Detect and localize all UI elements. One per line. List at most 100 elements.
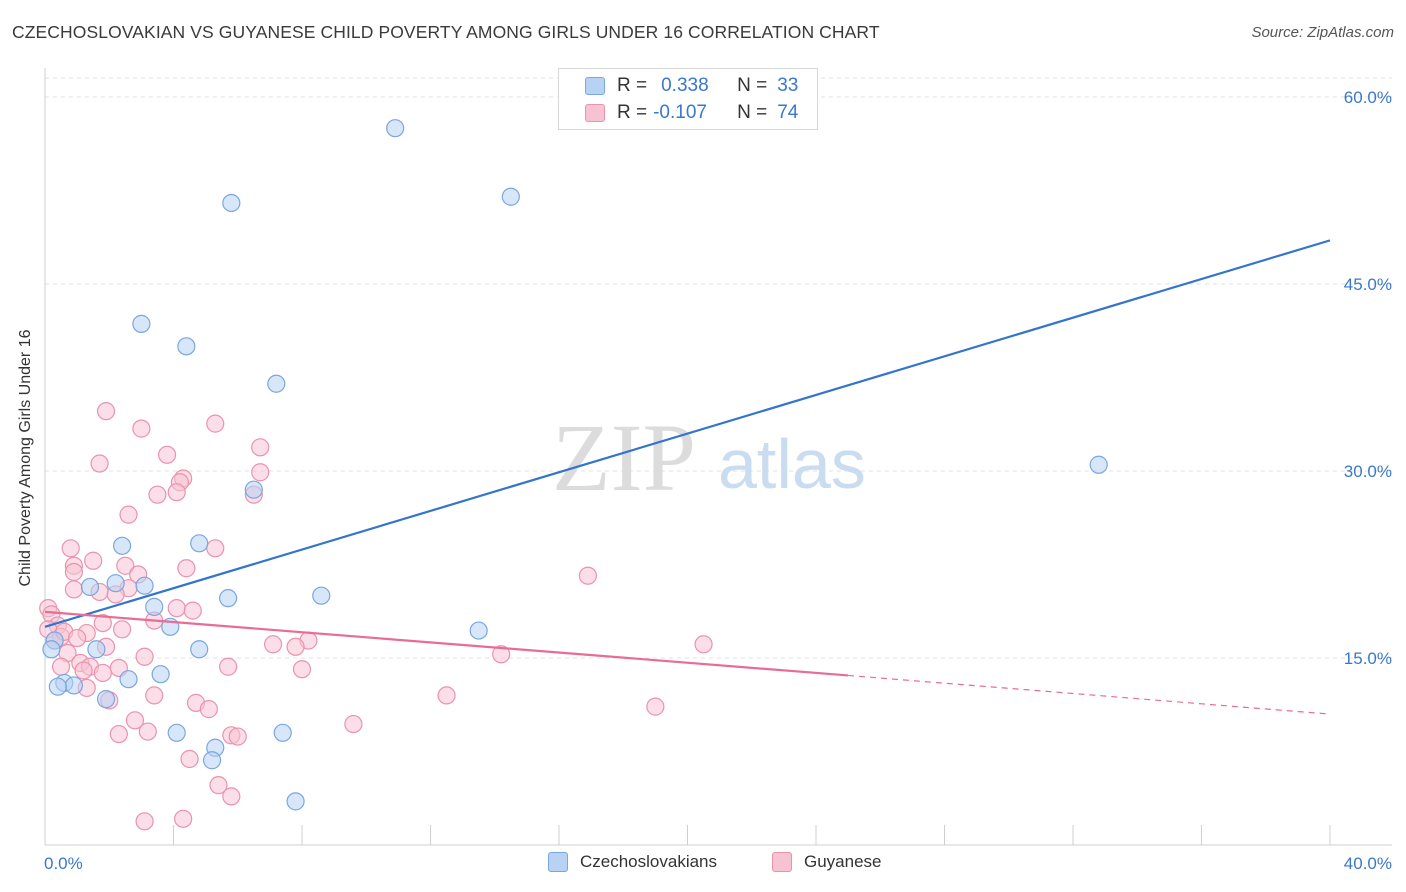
czechoslovakian-point (1089, 455, 1108, 474)
guyanese-point (646, 697, 665, 716)
guyanese-point (183, 601, 202, 620)
n-value: 74 (777, 102, 799, 123)
czechoslovakian-point (119, 670, 138, 689)
guyanese-point (492, 645, 511, 664)
n-value: 33 (777, 75, 799, 96)
legend-label: Guyanese (804, 852, 882, 871)
czechoslovakian-point (222, 193, 241, 213)
r-label: R = (617, 102, 648, 123)
source-label: Source: ZipAtlas.com (1251, 24, 1394, 41)
y-tick-label: 45.0% (1344, 275, 1392, 294)
guyanese-point (206, 414, 225, 433)
guyanese-point (251, 438, 270, 457)
r-value: 0.338 (661, 75, 709, 96)
watermark-zip: ZIP (552, 404, 696, 511)
y-tick-label: 30.0% (1344, 462, 1392, 481)
czechoslovakian-point (145, 597, 164, 616)
czechoslovakian-point (190, 640, 209, 659)
czechoslovakian-trend-line (44, 239, 1331, 628)
czechoslovakian-point (386, 119, 405, 138)
guyanese-point (206, 539, 225, 558)
czechoslovakian-point (87, 640, 106, 659)
correlation-legend: R = 0.338 N = 33 R = -0.107 N = 74 (558, 68, 818, 130)
series-legend: Czechoslovakians Guyanese (0, 852, 1406, 878)
guyanese-point (96, 402, 116, 421)
n-label: N = (737, 102, 768, 123)
legend-item-guyanese: Guyanese (772, 852, 882, 872)
guyanese-point (68, 628, 87, 648)
trend-lines (44, 239, 1331, 715)
guyanese-point (437, 686, 456, 705)
czechoslovakian-point (80, 577, 100, 597)
legend-label: Czechoslovakians (580, 852, 718, 871)
czechoslovakian-point (273, 723, 292, 742)
guyanese-point (135, 647, 154, 666)
tick-labels: 15.0% 30.0% 45.0% 60.0% 0.0% 40.0% (44, 88, 1392, 873)
watermark-atlas: atlas (718, 425, 866, 503)
guyanese-point (109, 724, 128, 744)
guyanese-point (138, 722, 157, 741)
czechoslovakian-point (202, 751, 222, 770)
guyanese-point (157, 445, 177, 464)
czechoslovakian-point (132, 314, 151, 333)
blue-swatch (548, 852, 568, 872)
guyanese-point (135, 812, 154, 831)
guyanese-point (148, 485, 167, 504)
y-tick-label: 15.0% (1344, 649, 1392, 668)
blue-swatch (585, 77, 605, 95)
guyanese-point (132, 419, 151, 438)
guyanese-point (694, 635, 713, 654)
guyanese-point (209, 776, 228, 795)
guyanese-point (116, 556, 135, 575)
guyanese-point (93, 663, 112, 683)
guyanese-point (578, 566, 598, 585)
czechoslovakian-point (48, 677, 67, 696)
czechoslovakian-point (167, 723, 186, 742)
czechoslovakian-point (96, 690, 116, 709)
guyanese-point (90, 454, 109, 473)
czechoslovakian-point (267, 374, 286, 393)
guyanese-point (251, 463, 270, 482)
czechoslovakian-points (42, 119, 1108, 811)
guyanese-point (84, 551, 103, 570)
czechoslovakian-point (42, 640, 61, 659)
czechoslovakian-point (244, 480, 263, 499)
guyanese-point (263, 635, 283, 654)
y-tick-label: 60.0% (1344, 88, 1392, 107)
r-label: R = (617, 75, 648, 96)
czechoslovakian-point (286, 792, 305, 811)
czechoslovakian-point (112, 536, 132, 555)
guyanese-point (180, 749, 199, 769)
legend-row-guyanese: R = -0.107 N = 74 (585, 100, 798, 126)
czechoslovakian-point (312, 586, 331, 605)
pink-swatch (772, 852, 792, 872)
guyanese-point (61, 539, 80, 558)
guyanese-point (286, 637, 305, 656)
guyanese-trend-line-dashed (848, 674, 1331, 715)
guyanese-points (39, 402, 713, 831)
czechoslovakian-point (501, 187, 520, 206)
guyanese-point (74, 661, 93, 680)
guyanese-point (64, 562, 84, 582)
legend-row-czechoslovakians: R = 0.338 N = 33 (585, 73, 798, 99)
guyanese-point (344, 714, 363, 734)
czechoslovakian-point (177, 337, 196, 356)
czechoslovakian-point (190, 534, 209, 553)
chart-title: CZECHOSLOVAKIAN VS GUYANESE CHILD POVERT… (12, 22, 880, 42)
r-value: -0.107 (653, 102, 707, 123)
czechoslovakian-point (151, 665, 170, 684)
guyanese-trend-line (44, 610, 849, 677)
guyanese-point (219, 657, 238, 676)
pink-swatch (585, 104, 605, 122)
guyanese-point (228, 727, 247, 746)
guyanese-point (174, 809, 193, 828)
guyanese-point (51, 657, 71, 676)
czechoslovakian-point (469, 621, 488, 640)
guyanese-point (167, 599, 186, 618)
guyanese-point (112, 620, 132, 639)
axes (44, 68, 1392, 846)
guyanese-point (125, 711, 145, 730)
guyanese-point (167, 483, 186, 502)
czechoslovakian-point (64, 676, 84, 695)
